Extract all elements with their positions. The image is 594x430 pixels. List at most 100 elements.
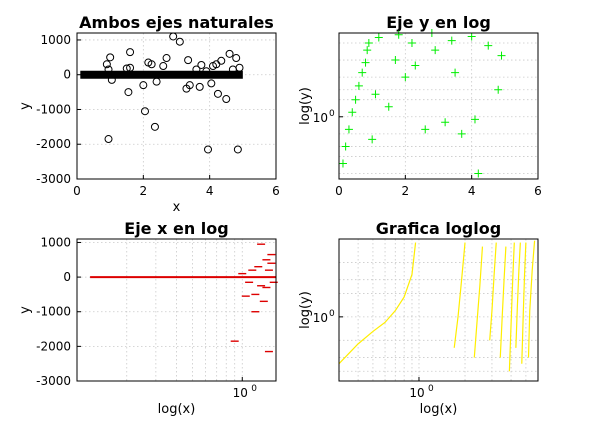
x-tick-label: 0 xyxy=(335,184,343,198)
data-point xyxy=(139,81,148,90)
y-tick-exponent: 0 xyxy=(329,109,335,119)
data-point xyxy=(411,61,420,70)
y-tick-label: 0 xyxy=(63,68,71,82)
y-axis-label: y xyxy=(18,102,33,110)
series-line-6 xyxy=(508,242,515,372)
data-point xyxy=(107,75,116,84)
axes-frame xyxy=(76,32,277,180)
x-tick-label: 2 xyxy=(402,184,410,198)
data-point xyxy=(394,30,403,39)
data-point xyxy=(184,56,193,65)
series-line-4 xyxy=(489,242,497,341)
x-tick-label: 6 xyxy=(534,184,542,198)
data-point xyxy=(474,169,483,178)
x-tick-exponent: 0 xyxy=(251,384,257,394)
y-tick-label: -2000 xyxy=(36,137,71,151)
data-point xyxy=(152,77,161,86)
data-point xyxy=(233,145,242,154)
data-point xyxy=(467,32,476,41)
y-axis-label: y xyxy=(18,306,33,314)
y-tick-label: -3000 xyxy=(36,374,71,388)
data-point xyxy=(431,46,440,55)
data-point xyxy=(232,54,241,63)
data-point xyxy=(195,82,204,91)
y-tick-label: -2000 xyxy=(36,339,71,353)
data-point xyxy=(126,48,135,57)
data-point xyxy=(354,81,363,90)
x-tick-label: 6 xyxy=(272,184,280,198)
data-point xyxy=(348,108,357,117)
axes-frame xyxy=(338,32,539,180)
data-point xyxy=(150,122,159,131)
data-point xyxy=(371,90,380,99)
data-point xyxy=(147,60,156,69)
y-axis-label: log(y) xyxy=(298,87,313,125)
series-line-3 xyxy=(473,246,484,358)
data-point xyxy=(169,32,178,41)
data-point xyxy=(384,102,393,111)
data-point xyxy=(213,89,222,98)
axes-frame xyxy=(338,238,539,382)
data-point xyxy=(185,81,194,90)
x-tick-label: 4 xyxy=(468,184,476,198)
data-point xyxy=(451,68,460,77)
series-line-1 xyxy=(338,242,417,365)
data-point xyxy=(207,79,216,88)
data-point xyxy=(351,95,360,104)
data-point xyxy=(470,115,479,124)
series-line-7 xyxy=(515,242,521,348)
data-point xyxy=(140,107,149,116)
y-tick-label: -1000 xyxy=(36,102,71,116)
x-tick-label: 2 xyxy=(140,184,148,198)
axes-frame xyxy=(76,238,277,382)
x-axis-label: log(x) xyxy=(420,402,458,417)
data-point xyxy=(358,68,367,77)
y-tick-label: 1000 xyxy=(40,235,71,249)
data-point xyxy=(217,56,226,65)
chart-title: Grafica loglog xyxy=(376,219,501,238)
y-tick-label: 0 xyxy=(63,270,71,284)
data-point xyxy=(104,135,113,144)
chart-title: Eje y en log xyxy=(386,13,491,32)
y-tick-label: -1000 xyxy=(36,305,71,319)
data-point xyxy=(197,60,206,69)
x-tick-label: 4 xyxy=(206,184,214,198)
chart-title: Ambos ejes naturales xyxy=(79,13,274,32)
x-tick-exponent: 0 xyxy=(428,384,434,394)
data-point xyxy=(407,38,416,47)
x-tick-label: 10 xyxy=(409,386,424,400)
data-point xyxy=(204,145,213,154)
data-point xyxy=(162,54,171,63)
data-point xyxy=(175,37,184,46)
data-point xyxy=(124,88,133,97)
data-point xyxy=(338,159,347,168)
x-tick-label: 10 xyxy=(233,386,248,400)
y-tick-label: 10 xyxy=(313,311,328,325)
data-point xyxy=(235,63,244,72)
chart-title: Eje x en log xyxy=(124,219,228,238)
data-point xyxy=(441,118,450,127)
data-point xyxy=(192,65,201,74)
data-point xyxy=(202,67,211,76)
data-point xyxy=(401,73,410,82)
y-tick-exponent: 0 xyxy=(329,309,335,319)
x-tick-label: 0 xyxy=(73,184,81,198)
data-point xyxy=(341,142,350,151)
data-point xyxy=(225,49,234,58)
data-point xyxy=(368,135,377,144)
data-point xyxy=(421,125,430,134)
data-point xyxy=(447,36,456,45)
data-point xyxy=(126,63,135,72)
y-axis-label: log(y) xyxy=(298,291,313,329)
series-line-9 xyxy=(527,240,536,358)
series-line-8 xyxy=(521,242,527,364)
series-line-2 xyxy=(453,242,466,348)
data-point xyxy=(374,33,383,42)
x-axis-label: log(x) xyxy=(158,402,196,417)
data-point xyxy=(106,53,115,62)
x-axis-label: x xyxy=(173,200,181,215)
